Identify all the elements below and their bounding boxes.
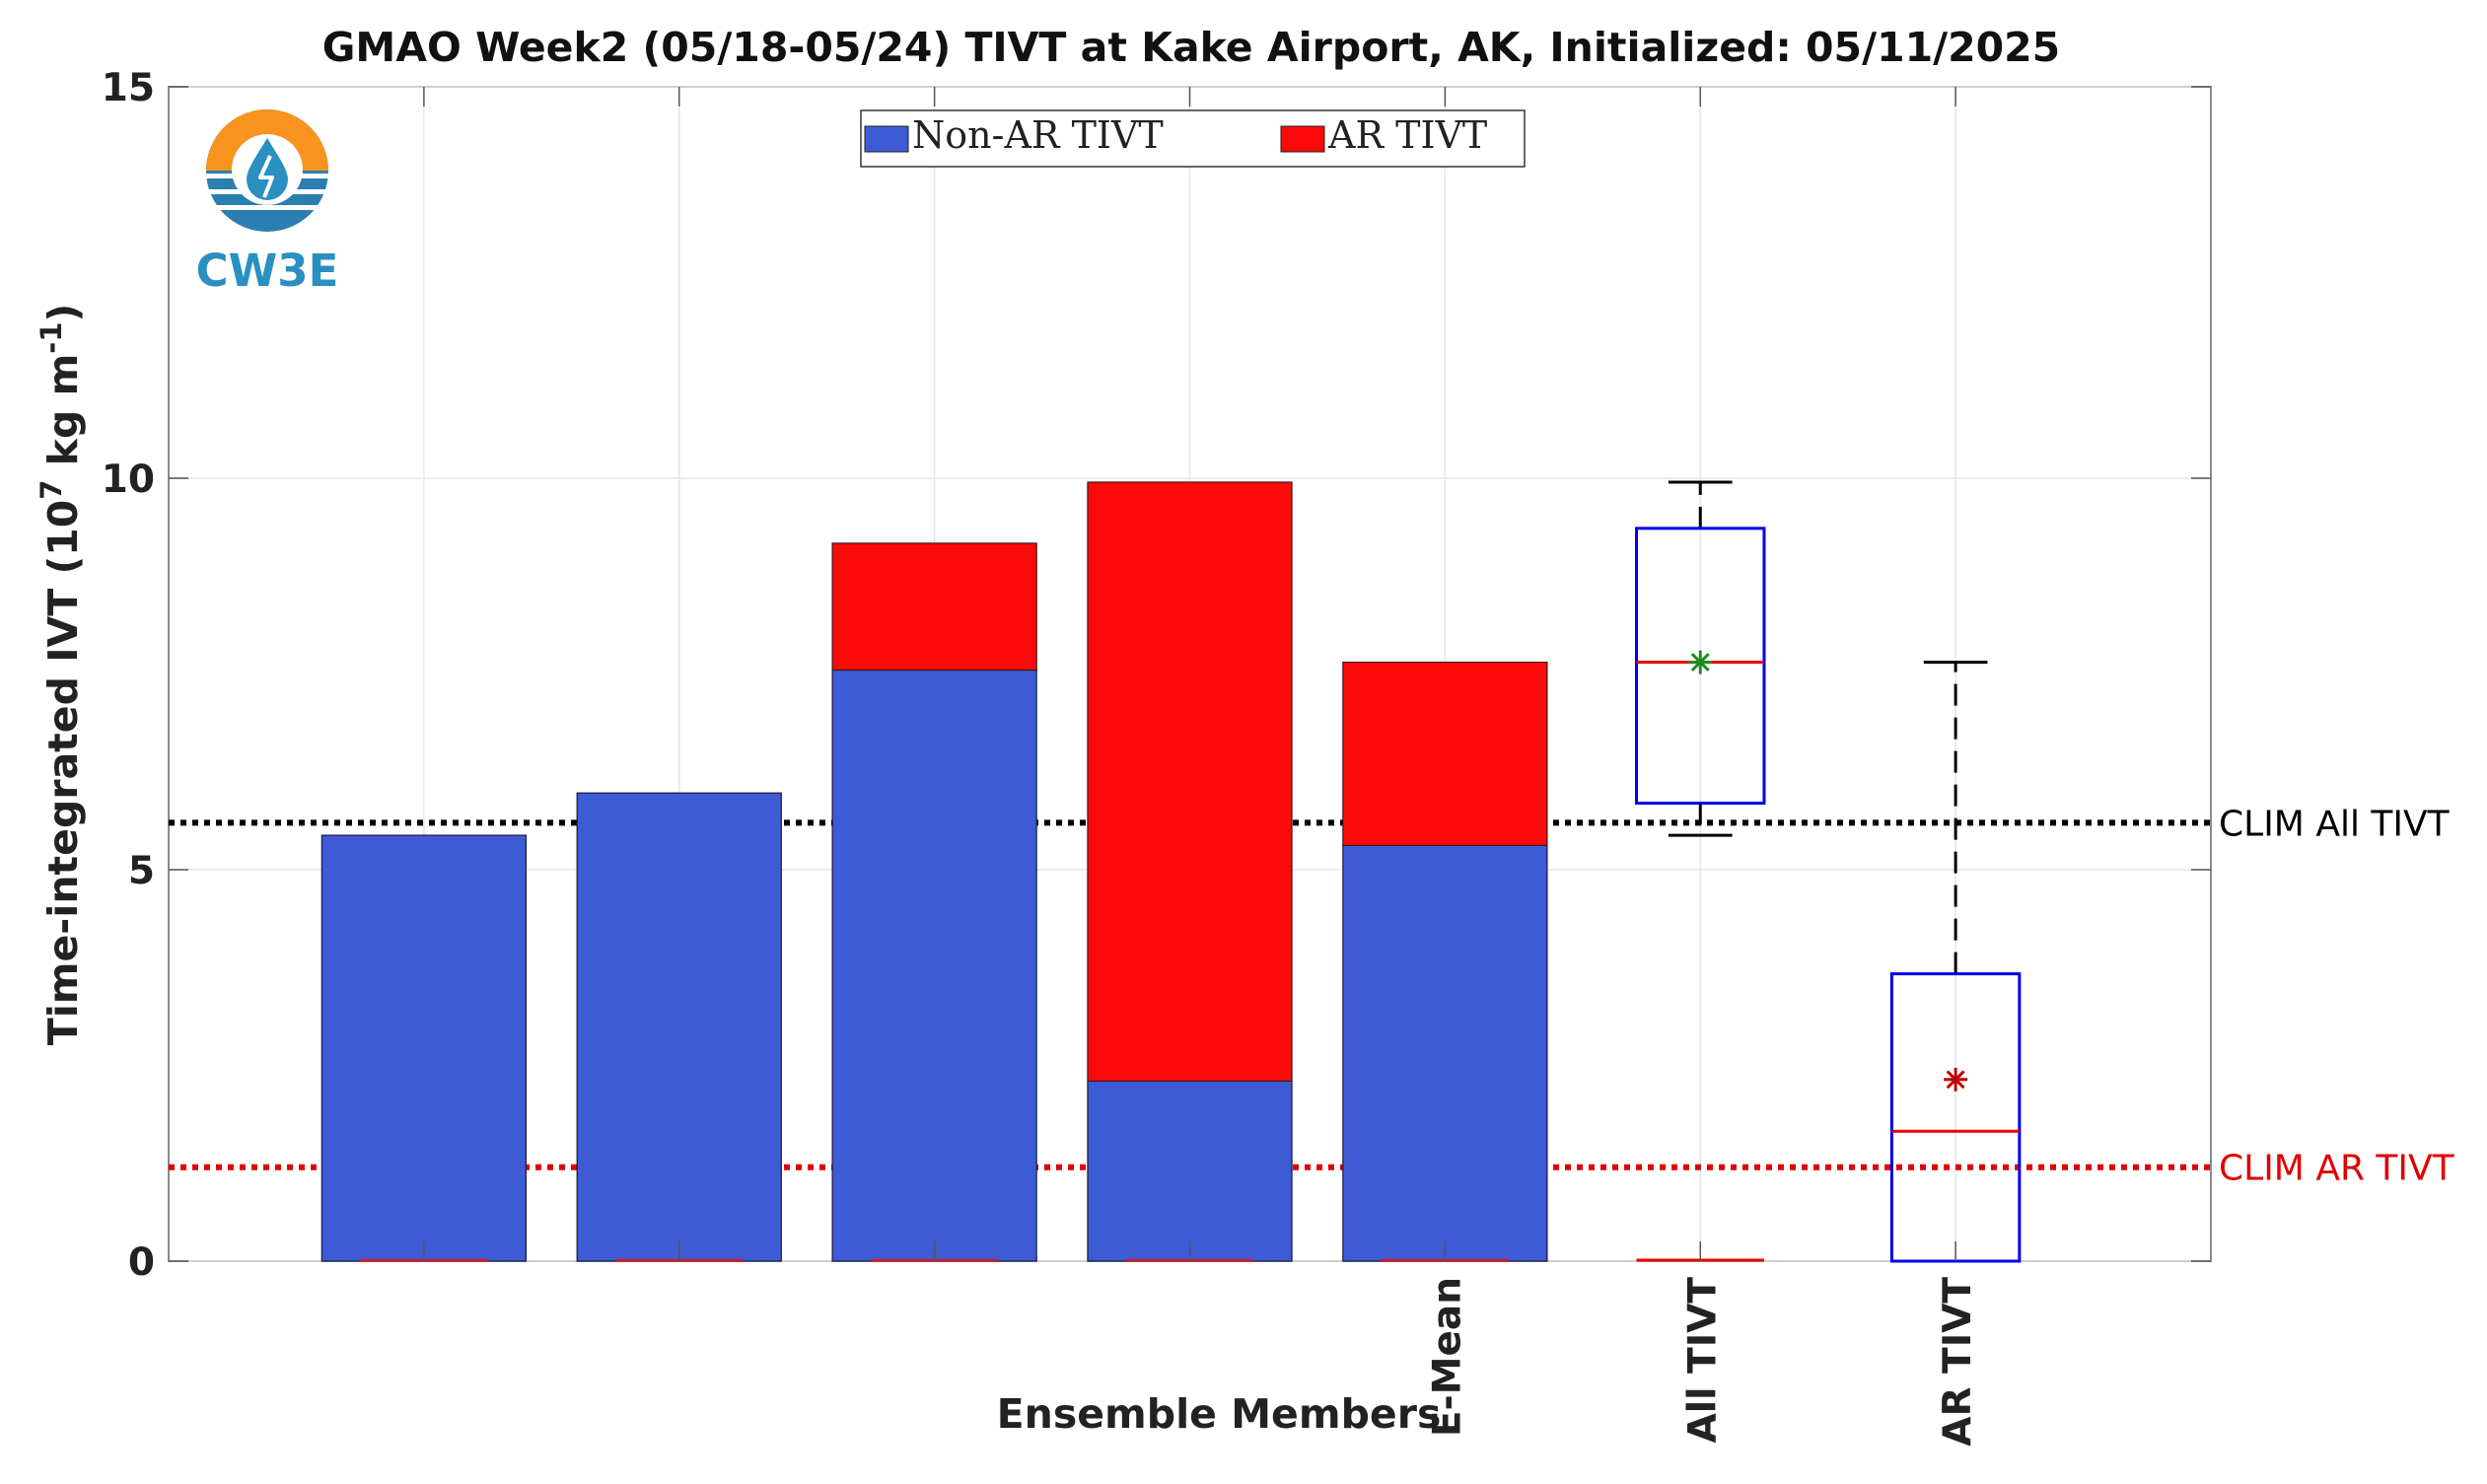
bar-ar bbox=[831, 542, 1037, 671]
boxplot-box bbox=[1635, 527, 1766, 806]
bar-ar bbox=[1342, 661, 1548, 846]
cw3e-logo: CW3E bbox=[196, 109, 339, 297]
x-axis-label: Ensemble Members bbox=[997, 1390, 1442, 1438]
y-tick-label: 5 bbox=[128, 849, 155, 893]
y-tick-label: 0 bbox=[128, 1240, 155, 1285]
legend-swatch-ar bbox=[1280, 125, 1325, 153]
bar-non-ar bbox=[320, 834, 528, 1262]
y-axis-label: Time-integrated IVT (107 kg m-1) bbox=[35, 304, 87, 1046]
reference-line-label: CLIM All TIVT bbox=[2219, 804, 2451, 844]
bar-ar bbox=[1087, 481, 1293, 1082]
x-tick-label: AR TIVT bbox=[1936, 1277, 1980, 1447]
mean-marker-stroke bbox=[1946, 1070, 1965, 1090]
bar-non-ar bbox=[576, 792, 782, 1262]
logo-text: CW3E bbox=[196, 245, 339, 297]
y-tick-label: 15 bbox=[102, 66, 155, 110]
y-tick-label: 10 bbox=[102, 458, 155, 502]
boxplots bbox=[1635, 480, 2022, 1263]
bar-non-ar bbox=[831, 669, 1037, 1262]
bar-non-ar bbox=[1342, 844, 1548, 1262]
y-axis-ticks: 0 5 10 15 bbox=[102, 66, 2211, 1285]
legend-label-ar: AR TIVT bbox=[1327, 113, 1487, 157]
bars bbox=[320, 481, 1548, 1262]
legend: Non-AR TIVT AR TIVT bbox=[860, 109, 1526, 168]
chart-title: GMAO Week2 (05/18-05/24) TIVT at Kake Ai… bbox=[322, 24, 2060, 71]
boxplot-mean-marker bbox=[1944, 1067, 1968, 1092]
reference-line-label: CLIM AR TIVT bbox=[2219, 1149, 2455, 1189]
x-tick-label: E-Mean bbox=[1425, 1277, 1469, 1437]
legend-label-non-ar: Non-AR TIVT bbox=[912, 113, 1164, 157]
legend-swatch-non-ar bbox=[864, 125, 909, 153]
x-axis-ticks: E-Mean All TIVT AR TIVT bbox=[423, 87, 1980, 1447]
x-tick-label: All TIVT bbox=[1680, 1277, 1725, 1444]
boxplot-mean-marker bbox=[1688, 650, 1713, 674]
bar-non-ar bbox=[1087, 1080, 1293, 1262]
mean-marker-stroke bbox=[1690, 653, 1710, 672]
